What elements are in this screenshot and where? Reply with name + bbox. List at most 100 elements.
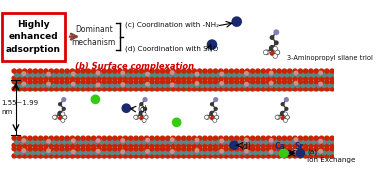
Circle shape <box>128 136 133 141</box>
Circle shape <box>64 68 70 74</box>
Circle shape <box>70 75 75 81</box>
Circle shape <box>104 72 110 78</box>
Circle shape <box>118 79 123 84</box>
Circle shape <box>107 146 112 152</box>
Circle shape <box>155 143 160 148</box>
Circle shape <box>292 68 298 74</box>
Circle shape <box>260 79 266 84</box>
Circle shape <box>165 79 170 84</box>
Circle shape <box>30 72 36 78</box>
Circle shape <box>297 68 303 74</box>
Circle shape <box>67 149 73 155</box>
Circle shape <box>121 103 131 113</box>
Circle shape <box>48 146 54 152</box>
Circle shape <box>27 136 33 141</box>
Circle shape <box>83 82 89 88</box>
Circle shape <box>231 16 242 27</box>
Circle shape <box>70 136 75 141</box>
Circle shape <box>311 149 316 155</box>
Circle shape <box>329 86 335 91</box>
Circle shape <box>250 75 256 81</box>
Circle shape <box>176 79 181 84</box>
Circle shape <box>260 136 266 141</box>
Circle shape <box>194 72 200 78</box>
Circle shape <box>170 136 176 141</box>
Circle shape <box>214 107 218 111</box>
Circle shape <box>245 75 250 81</box>
Circle shape <box>234 136 239 141</box>
Circle shape <box>107 86 112 91</box>
Circle shape <box>155 86 160 91</box>
Circle shape <box>93 139 99 145</box>
Circle shape <box>308 68 314 74</box>
Circle shape <box>71 82 76 87</box>
Circle shape <box>56 149 62 155</box>
Circle shape <box>17 143 22 148</box>
Circle shape <box>319 79 324 84</box>
Circle shape <box>226 139 232 145</box>
Circle shape <box>46 139 51 144</box>
Circle shape <box>135 115 139 119</box>
Circle shape <box>329 146 335 152</box>
Circle shape <box>136 149 142 155</box>
Circle shape <box>22 86 28 91</box>
Circle shape <box>54 146 59 152</box>
Circle shape <box>27 75 33 81</box>
Circle shape <box>220 149 226 155</box>
Circle shape <box>189 72 195 78</box>
Circle shape <box>144 75 149 81</box>
Circle shape <box>218 146 223 152</box>
Circle shape <box>255 146 261 152</box>
Circle shape <box>255 68 261 74</box>
Circle shape <box>178 82 184 88</box>
Circle shape <box>252 149 258 155</box>
Circle shape <box>167 72 174 78</box>
Circle shape <box>319 86 324 91</box>
Circle shape <box>271 153 277 159</box>
Circle shape <box>213 143 218 148</box>
Circle shape <box>75 68 81 74</box>
Circle shape <box>38 79 43 84</box>
Circle shape <box>155 153 160 159</box>
Circle shape <box>202 79 208 84</box>
Circle shape <box>96 79 102 84</box>
Circle shape <box>33 146 38 152</box>
Circle shape <box>303 153 308 159</box>
Circle shape <box>107 79 112 84</box>
Circle shape <box>250 79 256 84</box>
Circle shape <box>70 68 75 74</box>
Circle shape <box>229 79 234 84</box>
Circle shape <box>77 149 84 155</box>
Circle shape <box>35 82 41 88</box>
Circle shape <box>130 149 136 155</box>
Circle shape <box>109 149 115 155</box>
Circle shape <box>242 139 248 145</box>
Circle shape <box>91 136 96 141</box>
Circle shape <box>313 143 319 148</box>
Circle shape <box>316 82 322 88</box>
Circle shape <box>275 115 279 119</box>
Circle shape <box>91 86 96 91</box>
Circle shape <box>101 75 107 81</box>
Circle shape <box>27 79 33 84</box>
Circle shape <box>284 97 289 102</box>
Circle shape <box>324 68 330 74</box>
Circle shape <box>229 146 234 152</box>
Circle shape <box>139 75 144 81</box>
Circle shape <box>75 143 81 148</box>
Circle shape <box>287 146 293 152</box>
Circle shape <box>255 79 261 84</box>
Circle shape <box>252 139 258 145</box>
Circle shape <box>270 35 274 40</box>
Circle shape <box>266 153 271 159</box>
Circle shape <box>43 68 49 74</box>
Circle shape <box>144 68 149 74</box>
Circle shape <box>48 75 54 81</box>
Circle shape <box>133 75 139 81</box>
Circle shape <box>30 149 36 155</box>
Circle shape <box>162 149 168 155</box>
Circle shape <box>118 86 123 91</box>
Circle shape <box>54 68 59 74</box>
Circle shape <box>189 82 195 88</box>
Circle shape <box>226 72 232 78</box>
